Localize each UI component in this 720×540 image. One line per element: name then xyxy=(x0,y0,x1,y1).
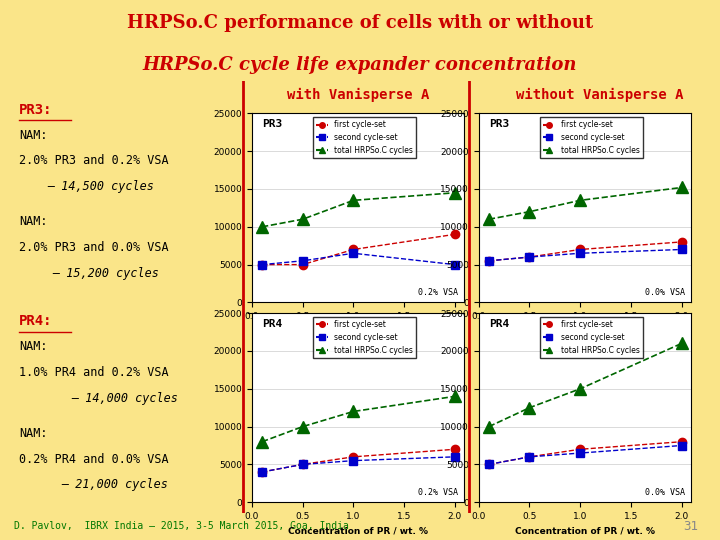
Text: NAM:: NAM: xyxy=(19,129,48,141)
Text: NAM:: NAM: xyxy=(19,340,48,353)
Text: 0.0% VSA: 0.0% VSA xyxy=(645,288,685,297)
Text: NAM:: NAM: xyxy=(19,215,48,228)
Text: PR3: PR3 xyxy=(263,119,283,129)
Text: PR3:: PR3: xyxy=(19,103,53,117)
Text: – 21,000 cycles: – 21,000 cycles xyxy=(62,478,168,491)
Text: 0.2% VSA: 0.2% VSA xyxy=(418,488,458,497)
Text: 0.2% PR4 and 0.0% VSA: 0.2% PR4 and 0.0% VSA xyxy=(19,453,168,465)
Text: 31: 31 xyxy=(683,520,698,533)
Text: PR4: PR4 xyxy=(263,319,283,329)
Legend: first cycle-set, second cycle-set, total HRPSo.C cycles: first cycle-set, second cycle-set, total… xyxy=(540,117,642,158)
Text: 2.0% PR3 and 0.0% VSA: 2.0% PR3 and 0.0% VSA xyxy=(19,241,168,254)
Text: 1.0% PR4 and 0.2% VSA: 1.0% PR4 and 0.2% VSA xyxy=(19,366,168,379)
Text: 2.0% PR3 and 0.2% VSA: 2.0% PR3 and 0.2% VSA xyxy=(19,154,168,167)
Text: 0.0% VSA: 0.0% VSA xyxy=(645,488,685,497)
Text: with Vanisperse A: with Vanisperse A xyxy=(287,87,429,102)
Text: – 14,000 cycles: – 14,000 cycles xyxy=(71,392,178,405)
X-axis label: Concentration of PR / wt. %: Concentration of PR / wt. % xyxy=(515,526,655,536)
Legend: first cycle-set, second cycle-set, total HRPSo.C cycles: first cycle-set, second cycle-set, total… xyxy=(313,317,415,358)
Text: – 15,200 cycles: – 15,200 cycles xyxy=(53,267,159,280)
Text: 0.2% VSA: 0.2% VSA xyxy=(418,288,458,297)
X-axis label: Concentration of PR / wt. %: Concentration of PR / wt. % xyxy=(288,327,428,336)
Text: PR4:: PR4: xyxy=(19,314,53,328)
Text: PR4: PR4 xyxy=(490,319,510,329)
Text: D. Pavlov,  IBRX India – 2015, 3-5 March 2015, Goa, India: D. Pavlov, IBRX India – 2015, 3-5 March … xyxy=(14,522,349,531)
Text: without Vanisperse A: without Vanisperse A xyxy=(516,87,683,102)
Legend: first cycle-set, second cycle-set, total HRPSo.C cycles: first cycle-set, second cycle-set, total… xyxy=(540,317,642,358)
X-axis label: Concentration of PR / wt. %: Concentration of PR / wt. % xyxy=(515,327,655,336)
Text: PR3: PR3 xyxy=(490,119,510,129)
Text: HRPSo.C cycle life expander concentration: HRPSo.C cycle life expander concentratio… xyxy=(143,56,577,74)
Text: NAM:: NAM: xyxy=(19,427,48,440)
Text: – 14,500 cycles: – 14,500 cycles xyxy=(48,180,154,193)
X-axis label: Concentration of PR / wt. %: Concentration of PR / wt. % xyxy=(288,526,428,536)
Legend: first cycle-set, second cycle-set, total HRPSo.C cycles: first cycle-set, second cycle-set, total… xyxy=(313,117,415,158)
Text: HRPSo.C performance of cells with or without: HRPSo.C performance of cells with or wit… xyxy=(127,14,593,32)
